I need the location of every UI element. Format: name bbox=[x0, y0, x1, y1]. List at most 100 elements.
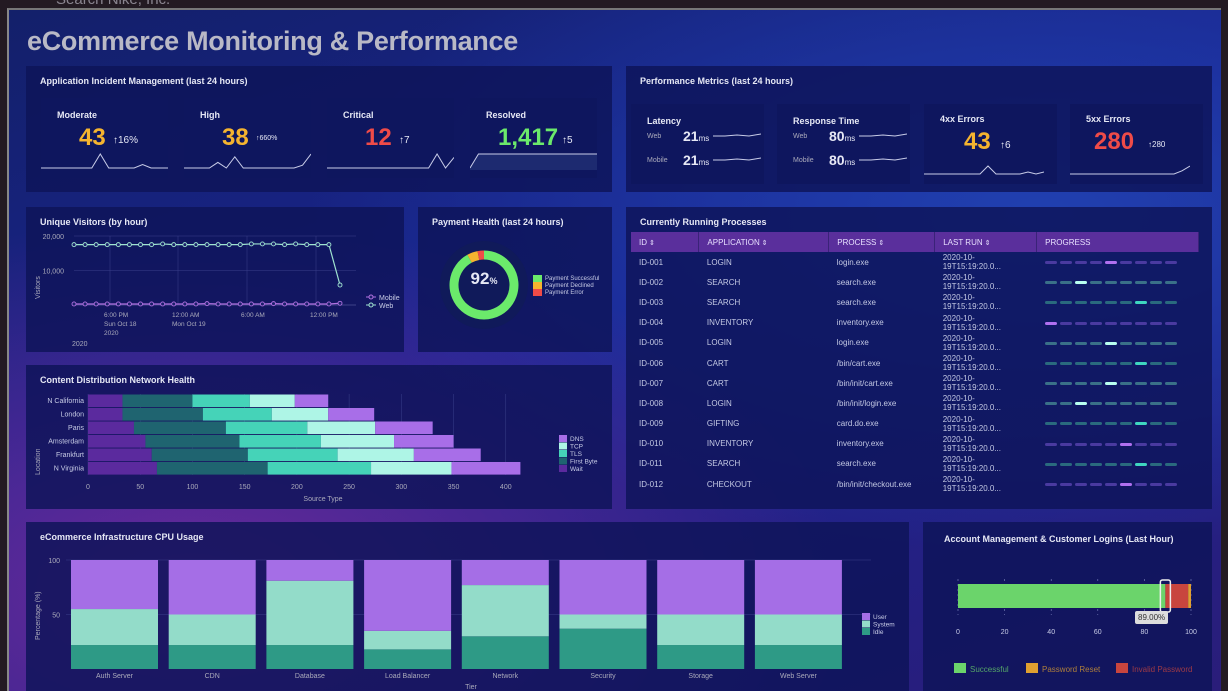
cell-progress bbox=[1037, 333, 1199, 353]
cell-last: 2020-10-19T15:19:20.0... bbox=[942, 394, 1001, 413]
progress-segment bbox=[1059, 483, 1072, 487]
bar-system bbox=[266, 580, 354, 646]
x-tick-label: 6:00 PM bbox=[104, 312, 128, 319]
table-row[interactable]: ID-012 CHECKOUT/bin/init/checkout.exe 2020… bbox=[631, 474, 1199, 494]
cell-progress bbox=[1037, 393, 1199, 413]
bar-tcp bbox=[249, 394, 295, 408]
card-label: Resolved bbox=[486, 110, 527, 120]
table-row[interactable]: ID-003 SEARCH search.exe 2020-10-19T15:19:2… bbox=[631, 292, 1199, 312]
card-sparkline bbox=[924, 165, 1044, 175]
sparkline bbox=[184, 153, 311, 169]
progress-segment bbox=[1134, 462, 1147, 466]
legend-swatch bbox=[533, 282, 542, 289]
cell-progress bbox=[1037, 434, 1199, 454]
logins-chart: 0 20 40 60 80 100 Successful Password Reset Inva… bbox=[954, 579, 1197, 674]
progress-segment bbox=[1164, 341, 1177, 345]
cell-app: CHECKOUT bbox=[706, 479, 752, 489]
cell-last: 2020-10-19T15:19:20.0... bbox=[942, 374, 1001, 393]
progress-segment bbox=[1044, 442, 1057, 446]
data-point bbox=[93, 301, 99, 307]
table-row[interactable]: ID-004 INVENTORY inventory.exe 2020-10-19T1… bbox=[631, 313, 1199, 333]
sparkline bbox=[924, 165, 1044, 175]
card-sparkline bbox=[41, 153, 168, 169]
cell-id: ID-011 bbox=[639, 459, 663, 469]
cell-process: inventory.exe bbox=[836, 439, 884, 449]
top-search-bar[interactable]: Search Nike, Inc. bbox=[0, 0, 1228, 8]
column-header-application[interactable]: APPLICATION ⇕ bbox=[698, 232, 830, 252]
cdn-panel: Content Distribution Network Health 0 50 1… bbox=[26, 365, 612, 509]
data-point bbox=[248, 241, 254, 247]
data-point bbox=[193, 242, 199, 248]
legend-label: Payment Successful bbox=[545, 275, 600, 282]
y-tick-label: Amsterdam bbox=[48, 439, 84, 446]
table-row[interactable]: ID-009 GIFTING card.do.exe 2020-10-19T15:19… bbox=[631, 414, 1199, 434]
legend-label: Invalid Password bbox=[1132, 665, 1192, 674]
percent-unit: % bbox=[489, 276, 498, 286]
data-point bbox=[237, 242, 243, 248]
progress-segment bbox=[1059, 442, 1072, 446]
metric-row-label: Mobile bbox=[793, 157, 814, 164]
cell-process: login.exe bbox=[836, 338, 869, 348]
donut-slice-0 bbox=[449, 250, 519, 320]
sparkline bbox=[470, 153, 597, 169]
payment-donut bbox=[440, 241, 528, 329]
metric-unit: ms bbox=[844, 158, 856, 167]
bar-first-byte bbox=[156, 462, 268, 475]
bar-system bbox=[461, 585, 549, 637]
bar-wait bbox=[88, 408, 123, 421]
table-row[interactable]: ID-002 SEARCH search.exe 2020-10-19T15:19:2… bbox=[631, 272, 1199, 292]
table-row[interactable]: ID-001 LOGIN login.exe 2020-10-19T15:19:20.… bbox=[631, 252, 1199, 272]
bar-system bbox=[559, 614, 647, 629]
visitors-panel: Unique Visitors (by hour) 20,000 10,000 Vi… bbox=[26, 207, 404, 352]
cell-process: inventory.exe bbox=[836, 318, 884, 328]
x-tick-label: CDN bbox=[205, 673, 220, 680]
progress-segment bbox=[1104, 321, 1117, 325]
legend-label: User bbox=[873, 614, 888, 621]
column-header-process[interactable]: PROCESS ⇕ bbox=[828, 232, 936, 252]
data-point bbox=[160, 241, 166, 247]
metric-value: 80 bbox=[829, 152, 845, 168]
table-row[interactable]: ID-007 CART/bin/init/cart.exe 2020-10-19T1… bbox=[631, 373, 1199, 393]
card-sparkline bbox=[470, 153, 597, 170]
progress-segment bbox=[1044, 361, 1057, 365]
table-row[interactable]: ID-010 INVENTORY inventory.exe 2020-10-19T1… bbox=[631, 434, 1199, 454]
cell-last: 2020-10-19T15:19:20.0... bbox=[942, 414, 1001, 433]
cell-progress bbox=[1037, 373, 1199, 393]
bar-dns bbox=[375, 421, 433, 435]
progress-segment bbox=[1164, 361, 1177, 365]
table-row[interactable]: ID-005 LOGIN login.exe 2020-10-19T15:19:20.… bbox=[631, 333, 1199, 353]
legend-label: Password Reset bbox=[1042, 665, 1101, 674]
progress-segment bbox=[1104, 402, 1117, 406]
bar-user bbox=[657, 560, 745, 615]
bar-first-byte bbox=[151, 448, 248, 462]
legend-item: Payment Successful bbox=[533, 275, 599, 282]
progress-segment bbox=[1044, 341, 1057, 345]
data-point bbox=[315, 242, 321, 248]
x-axis-label: Source Type bbox=[303, 496, 342, 503]
table-row[interactable]: ID-006 CART/bin/cart.exe 2020-10-19T15:19:… bbox=[631, 353, 1199, 373]
legend-swatch bbox=[1026, 663, 1038, 673]
sort-icon: ⇕ bbox=[759, 239, 768, 247]
column-header-id[interactable]: ID ⇕ bbox=[631, 232, 700, 252]
cell-id: ID-008 bbox=[639, 398, 664, 408]
data-point bbox=[115, 301, 121, 307]
table-row[interactable]: ID-008 LOGIN/bin/init/login.exe 2020-10-19… bbox=[631, 393, 1199, 413]
column-header-progress[interactable]: PROGRESS bbox=[1036, 232, 1199, 252]
incident-card-high: High 38 ↑660% bbox=[184, 98, 311, 178]
column-header-last-run[interactable]: LAST RUN ⇕ bbox=[934, 232, 1038, 252]
progress-segment bbox=[1119, 341, 1132, 345]
table-row[interactable]: ID-011 SEARCH search.exe 2020-10-19T15:19:2… bbox=[631, 454, 1199, 474]
dashboard: eCommerce Monitoring & Performance Appli… bbox=[7, 8, 1221, 691]
progress-segment bbox=[1104, 442, 1117, 446]
column-label: APPLICATION bbox=[707, 237, 760, 247]
cell-process: /bin/init/cart.exe bbox=[836, 378, 893, 388]
legend-item: Payment Declined bbox=[533, 282, 599, 289]
cell-id: ID-009 bbox=[639, 419, 664, 429]
cell-process: /bin/init/login.exe bbox=[836, 398, 897, 408]
progress-segment bbox=[1149, 442, 1162, 446]
progress-segment bbox=[1059, 281, 1072, 285]
panel-title: Account Management & Customer Logins (La… bbox=[944, 534, 1174, 544]
bar-dns bbox=[394, 435, 454, 448]
progress-segment bbox=[1134, 402, 1147, 406]
data-point bbox=[71, 301, 77, 307]
